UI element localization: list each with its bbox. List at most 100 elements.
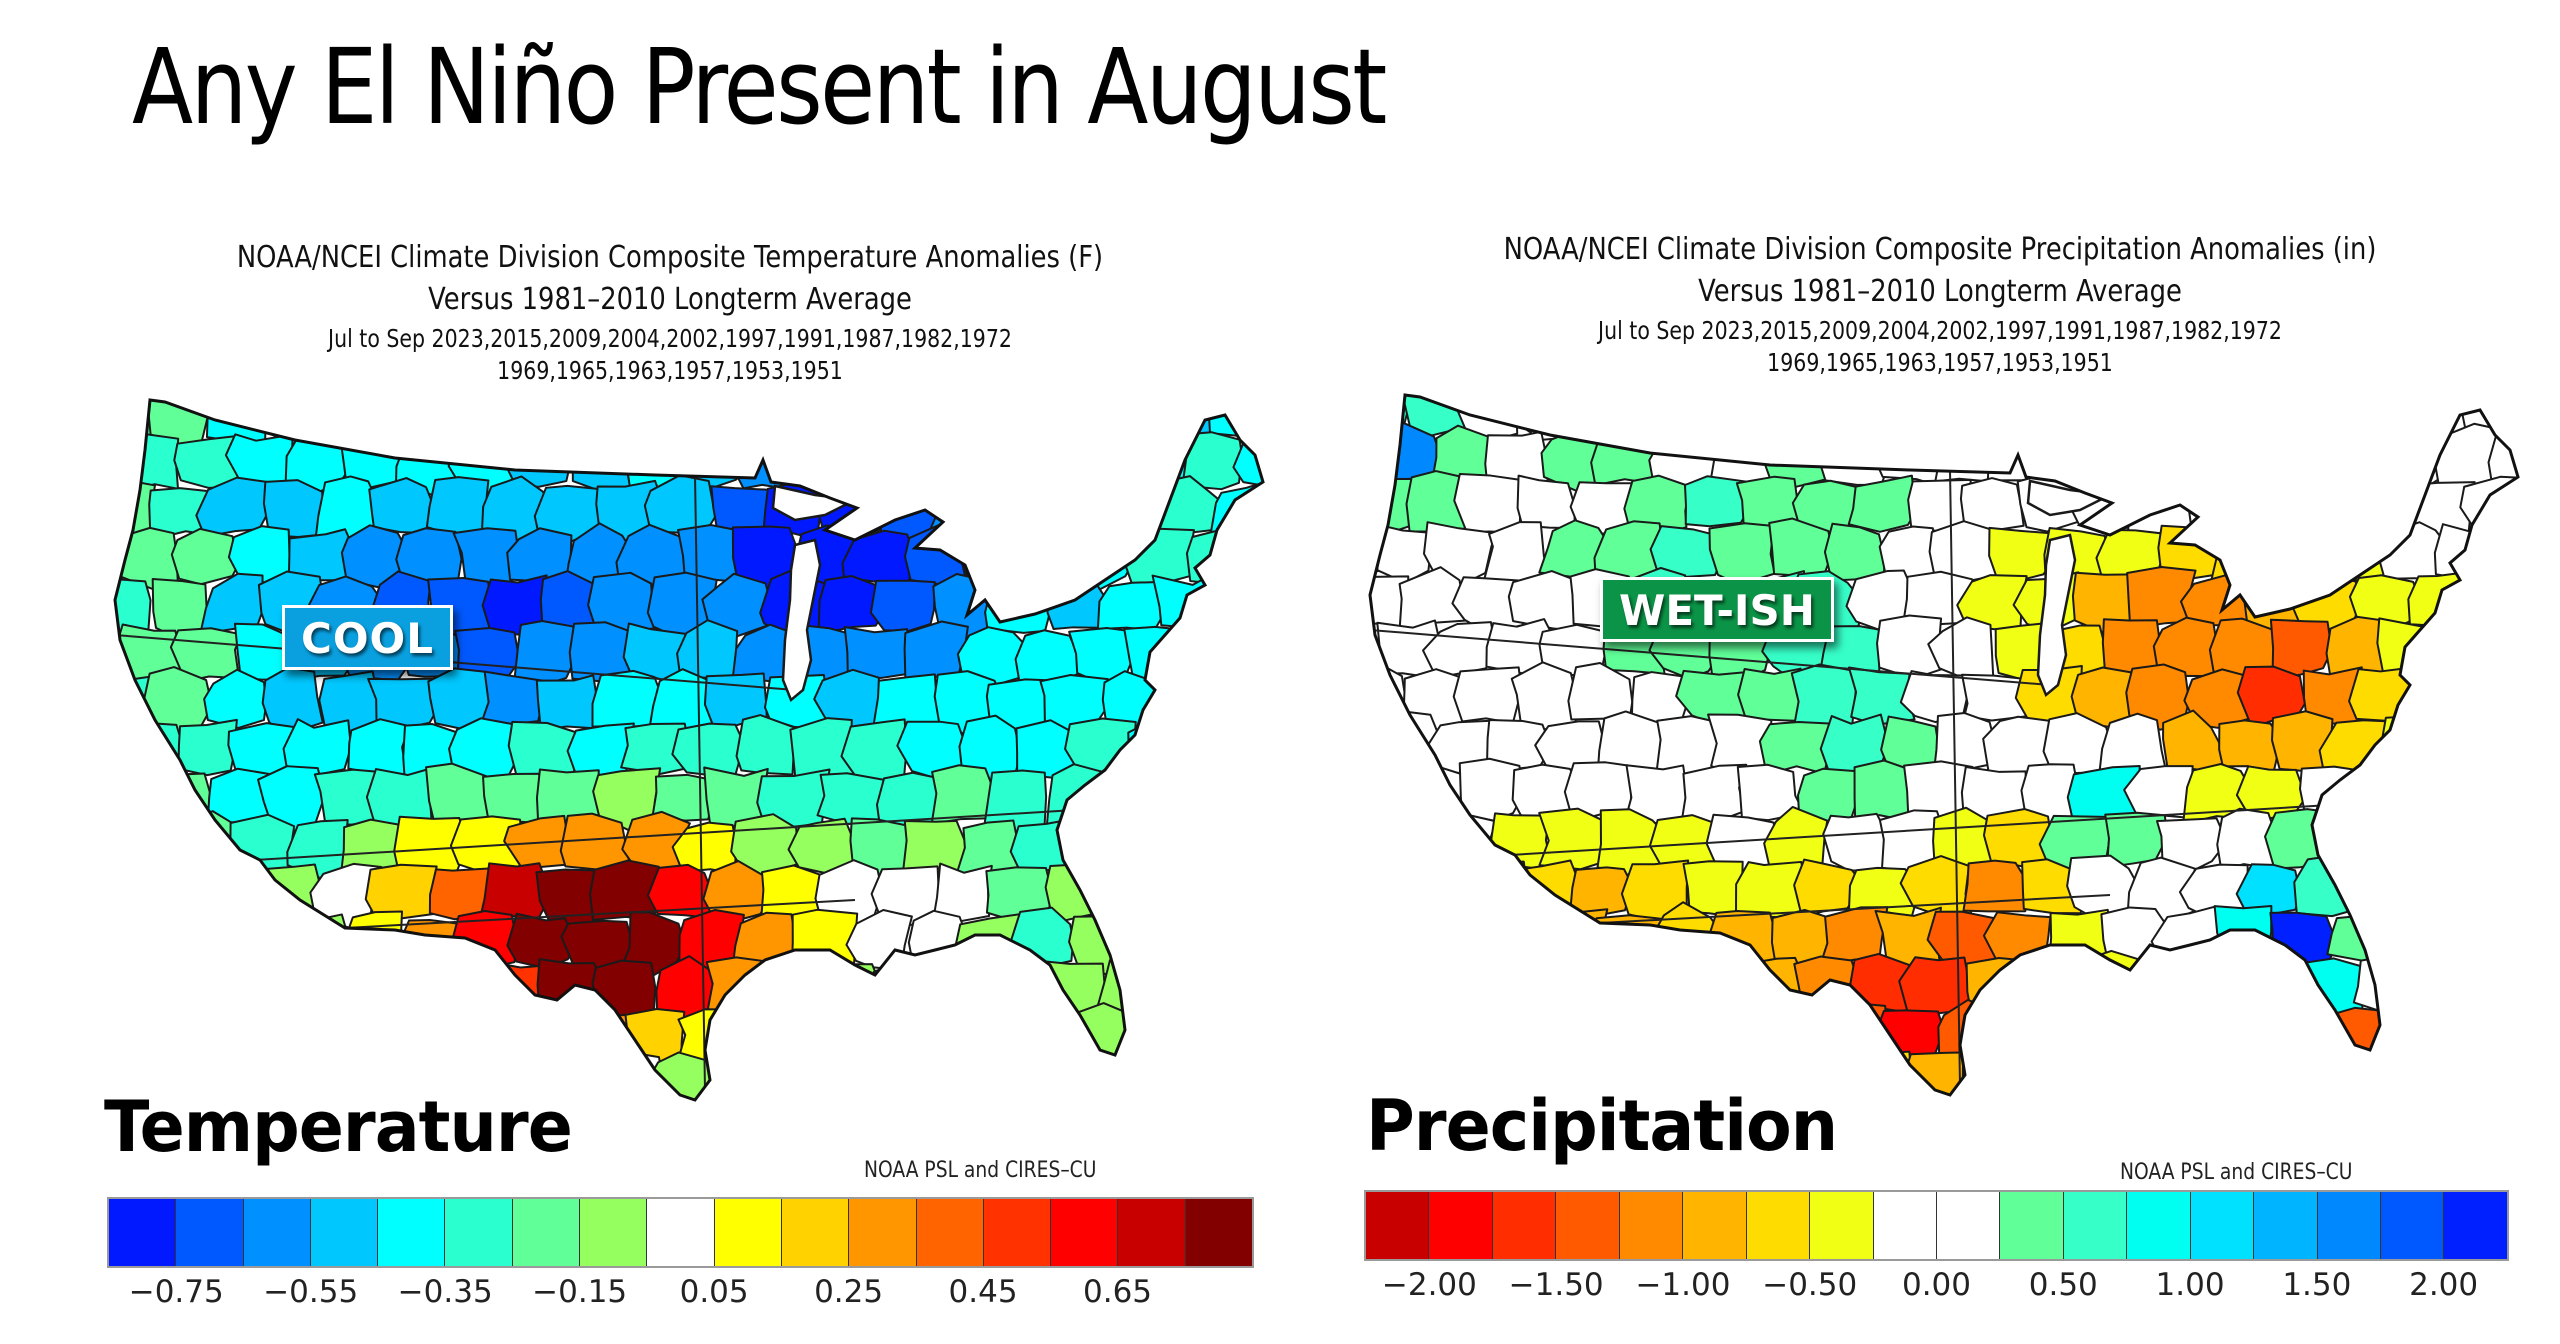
state-boundary: [694, 474, 706, 1091]
climate-division: [2407, 671, 2476, 725]
climate-division: [2491, 909, 2518, 967]
climate-division: [564, 1099, 630, 1100]
climate-division: [646, 1051, 721, 1100]
climate-division: [255, 400, 330, 445]
climate-division: [2408, 959, 2477, 1019]
climate-division: [2210, 521, 2278, 585]
climate-division: [1179, 717, 1249, 782]
climate-division: [901, 431, 973, 498]
climate-division: [95, 390, 96, 446]
climate-division: [506, 1008, 581, 1067]
climate-division: [2327, 1098, 2391, 1115]
temperature-map-title: NOAA/NCEI Climate Division Composite Tem…: [236, 240, 1104, 275]
climate-division: [1516, 474, 1576, 530]
colorbar-swatch: [2444, 1192, 2507, 1259]
climate-division: [2514, 395, 2518, 436]
colorbar-swatch: [1118, 1199, 1186, 1266]
climate-division: [1427, 810, 1497, 875]
climate-division: [2463, 1045, 2518, 1095]
climate-division: [95, 671, 103, 724]
colorbar-swatch: [1051, 1199, 1119, 1266]
colorbar-swatch: [1492, 1192, 1557, 1259]
climate-division: [2181, 395, 2248, 438]
climate-division: [1091, 400, 1159, 450]
wet-ish-badge: WET-ISH: [1600, 577, 1834, 642]
colorbar-tick-label: −0.35: [397, 1274, 493, 1310]
great-lake: [781, 538, 822, 703]
climate-division: [1234, 814, 1263, 874]
climate-division: [1790, 663, 1859, 728]
climate-division: [115, 958, 154, 1021]
climate-division: [115, 911, 130, 970]
climate-division: [1240, 1101, 1275, 1120]
climate-division: [1180, 623, 1253, 684]
climate-division: [2436, 811, 2505, 876]
climate-division: [480, 670, 548, 725]
climate-division: [2241, 958, 2308, 1016]
climate-division: [2014, 954, 2081, 1017]
climate-division: [2463, 958, 2518, 1017]
climate-division: [1793, 955, 1860, 1021]
climate-division: [1181, 910, 1249, 969]
climate-division: [1123, 1098, 1195, 1100]
colorbar-swatch: [2254, 1192, 2318, 1259]
climate-division: [1207, 400, 1263, 438]
climate-division: [1063, 432, 1143, 498]
climate-division: [872, 956, 940, 1023]
climate-division: [621, 1102, 685, 1120]
climate-division: [1158, 1050, 1215, 1100]
climate-division: [1266, 580, 1275, 634]
climate-division: [95, 766, 98, 827]
climate-division: [1267, 961, 1275, 1018]
climate-division: [566, 1013, 633, 1070]
climate-division: [118, 1007, 184, 1068]
climate-division: [1370, 858, 1412, 919]
climate-division: [1209, 764, 1263, 828]
climate-division: [145, 868, 213, 926]
colorbar-tick-label: 1.00: [2155, 1267, 2225, 1303]
us-outline: [1368, 393, 2520, 1097]
climate-division: [903, 1004, 966, 1070]
climate-division: [1236, 911, 1263, 971]
climate-division: [1564, 956, 1631, 1016]
climate-division: [364, 863, 438, 920]
climate-division: [732, 1103, 802, 1120]
colorbar-swatch: [1683, 1192, 1747, 1259]
colorbar-swatch: [781, 1199, 850, 1266]
us-outline: [113, 398, 1265, 1102]
climate-division: [1679, 395, 1745, 435]
climate-division: [2240, 473, 2305, 534]
colorbar-swatch: [714, 1199, 782, 1266]
climate-division: [1180, 1106, 1243, 1120]
climate-division: [2067, 1050, 2141, 1095]
climate-division: [2150, 1005, 2228, 1065]
climate-division: [283, 913, 354, 970]
climate-division: [1595, 1006, 1665, 1067]
climate-division: [2519, 476, 2530, 535]
climate-division: [1370, 815, 1382, 871]
climate-division-cells: [1350, 395, 2530, 1115]
climate-division-cells: [95, 390, 1275, 1120]
climate-division: [1489, 1000, 1553, 1061]
climate-division: [2435, 907, 2505, 973]
climate-division: [1180, 1006, 1252, 1061]
climate-division: [1350, 764, 1355, 819]
climate-division: [2066, 949, 2141, 1016]
colorbar-tick-label: −0.15: [532, 1274, 628, 1310]
climate-division: [1793, 858, 1866, 919]
climate-division: [1427, 997, 1501, 1062]
climate-division: [1239, 719, 1263, 783]
climate-division: [563, 432, 633, 494]
colorbar-swatch: [310, 1199, 379, 1266]
state-boundary: [115, 634, 796, 691]
temperature-label: Temperature: [104, 1086, 573, 1168]
climate-division: [844, 433, 914, 492]
colorbar-tick-label: −0.55: [263, 1274, 359, 1310]
climate-division: [456, 1004, 520, 1061]
climate-division: [1272, 1053, 1275, 1119]
colorbar-tick-label: 0.25: [814, 1274, 884, 1310]
climate-division: [1986, 421, 2055, 487]
climate-division: [1123, 811, 1195, 877]
state-boundary: [1949, 469, 1961, 1086]
climate-division: [115, 918, 184, 968]
